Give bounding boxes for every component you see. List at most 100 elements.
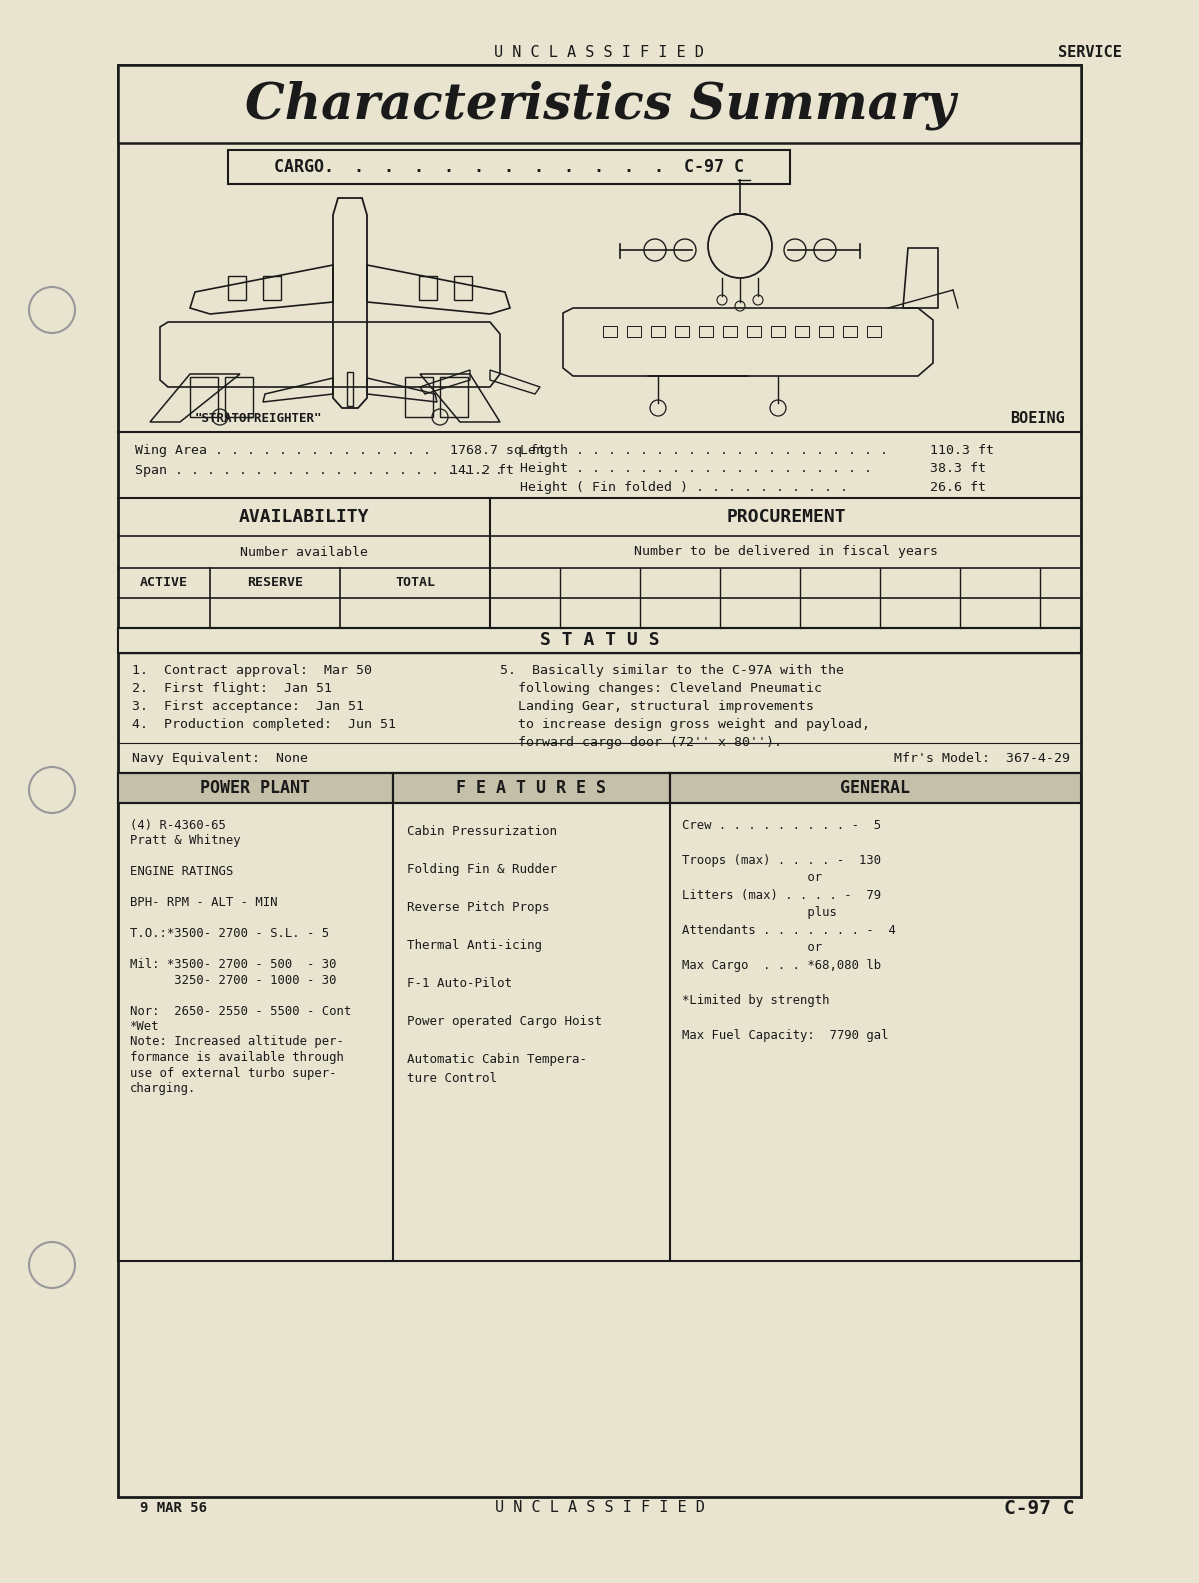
Text: Height . . . . . . . . . . . . . . . . . . .: Height . . . . . . . . . . . . . . . . .…	[520, 462, 872, 475]
Text: BOEING: BOEING	[1011, 410, 1065, 426]
Text: 1768.7 sq ft: 1768.7 sq ft	[450, 443, 546, 456]
Circle shape	[29, 768, 76, 814]
Text: 1.  Contract approval:  Mar 50: 1. Contract approval: Mar 50	[132, 663, 372, 676]
Text: Power operated Cargo Hoist: Power operated Cargo Hoist	[406, 1015, 602, 1027]
Bar	[225, 377, 253, 416]
Text: U N C L A S S I F I E D: U N C L A S S I F I E D	[494, 44, 704, 60]
Text: 3250- 2700 - 1000 - 30: 3250- 2700 - 1000 - 30	[129, 974, 337, 986]
Text: 2.  First flight:  Jan 51: 2. First flight: Jan 51	[132, 682, 332, 695]
Bar	[699, 326, 713, 337]
Text: Folding Fin & Rudder: Folding Fin & Rudder	[406, 863, 558, 875]
Text: Reverse Pitch Props: Reverse Pitch Props	[406, 901, 549, 913]
Text: CARGO.  .  .  .  .  .  .  .  .  .  .  .  C-97 C: CARGO. . . . . . . . . . . . C-97 C	[275, 158, 745, 176]
Text: 9 MAR 56: 9 MAR 56	[140, 1501, 207, 1515]
Text: PROCUREMENT: PROCUREMENT	[727, 508, 845, 526]
Text: C-97 C: C-97 C	[1005, 1499, 1076, 1518]
Bar	[347, 372, 353, 405]
Text: Litters (max) . . . . -  79: Litters (max) . . . . - 79	[682, 888, 881, 901]
Bar	[747, 326, 761, 337]
Bar	[675, 326, 689, 337]
Text: Automatic Cabin Tempera-: Automatic Cabin Tempera-	[406, 1053, 588, 1065]
Text: *Wet: *Wet	[129, 1019, 159, 1034]
Bar	[418, 275, 436, 301]
Text: Cabin Pressurization: Cabin Pressurization	[406, 825, 558, 837]
Text: to increase design gross weight and payload,: to increase design gross weight and payl…	[518, 717, 870, 730]
Text: use of external turbo super-: use of external turbo super-	[129, 1067, 337, 1080]
Text: Mil: *3500- 2700 - 500  - 30: Mil: *3500- 2700 - 500 - 30	[129, 958, 337, 970]
Bar	[627, 326, 641, 337]
Text: or: or	[682, 871, 823, 883]
Text: ACTIVE: ACTIVE	[140, 576, 188, 589]
Bar	[228, 275, 246, 301]
Bar	[118, 773, 393, 803]
Bar	[723, 326, 737, 337]
Bar	[651, 326, 665, 337]
Text: Characteristics Summary: Characteristics Summary	[245, 81, 956, 130]
Text: Attendants . . . . . . . -  4: Attendants . . . . . . . - 4	[682, 923, 896, 937]
Text: or: or	[682, 940, 823, 955]
Text: POWER PLANT: POWER PLANT	[200, 779, 311, 796]
Text: *Limited by strength: *Limited by strength	[682, 994, 830, 1007]
Text: Number available: Number available	[240, 546, 368, 559]
Text: following changes: Cleveland Pneumatic: following changes: Cleveland Pneumatic	[518, 682, 823, 695]
Text: BPH- RPM - ALT - MIN: BPH- RPM - ALT - MIN	[129, 896, 277, 909]
Bar	[819, 326, 833, 337]
Bar	[263, 275, 281, 301]
Text: F-1 Auto-Pilot: F-1 Auto-Pilot	[406, 977, 512, 989]
Text: plus: plus	[682, 905, 837, 920]
Text: F E A T U R E S: F E A T U R E S	[457, 779, 607, 796]
Text: Note: Increased altitude per-: Note: Increased altitude per-	[129, 1035, 344, 1048]
Text: Troops (max) . . . . -  130: Troops (max) . . . . - 130	[682, 853, 881, 866]
Text: Nor:  2650- 2550 - 5500 - Cont: Nor: 2650- 2550 - 5500 - Cont	[129, 1005, 351, 1018]
Text: ture Control: ture Control	[406, 1072, 498, 1084]
Bar	[795, 326, 809, 337]
Bar	[228, 150, 790, 184]
Bar	[118, 773, 1081, 1262]
Circle shape	[29, 1243, 76, 1289]
Text: Landing Gear, structural improvements: Landing Gear, structural improvements	[518, 700, 814, 712]
Text: Span . . . . . . . . . . . . . . . . . . . . .: Span . . . . . . . . . . . . . . . . . .…	[135, 464, 504, 476]
Text: Max Cargo  . . . *68,080 lb: Max Cargo . . . *68,080 lb	[682, 958, 881, 972]
Text: Number to be delivered in fiscal years: Number to be delivered in fiscal years	[634, 546, 938, 559]
Text: 141.2 ft: 141.2 ft	[450, 464, 514, 476]
Bar	[405, 377, 433, 416]
Bar	[118, 628, 1081, 654]
Bar	[118, 65, 1081, 1498]
Text: Max Fuel Capacity:  7790 gal: Max Fuel Capacity: 7790 gal	[682, 1029, 888, 1042]
Bar	[843, 326, 857, 337]
Text: 110.3 ft: 110.3 ft	[930, 443, 994, 456]
Text: Pratt & Whitney: Pratt & Whitney	[129, 834, 241, 847]
Text: 26.6 ft: 26.6 ft	[930, 481, 986, 494]
Bar	[771, 326, 785, 337]
Text: Crew . . . . . . . . . -  5: Crew . . . . . . . . . - 5	[682, 818, 881, 831]
Bar	[118, 65, 1081, 142]
Text: (4) R-4360-65: (4) R-4360-65	[129, 818, 225, 831]
Text: 3.  First acceptance:  Jan 51: 3. First acceptance: Jan 51	[132, 700, 364, 712]
Text: TOTAL: TOTAL	[394, 576, 435, 589]
Text: 38.3 ft: 38.3 ft	[930, 462, 986, 475]
Circle shape	[29, 287, 76, 332]
Text: forward cargo door (72'' x 80'').: forward cargo door (72'' x 80'').	[518, 736, 782, 749]
Text: SERVICE: SERVICE	[1058, 44, 1122, 60]
Text: S T A T U S: S T A T U S	[541, 632, 659, 649]
Text: Height ( Fin folded ) . . . . . . . . . .: Height ( Fin folded ) . . . . . . . . . …	[520, 481, 848, 494]
Text: U N C L A S S I F I E D: U N C L A S S I F I E D	[495, 1501, 705, 1515]
Text: RESERVE: RESERVE	[247, 576, 303, 589]
Text: AVAILABILITY: AVAILABILITY	[239, 508, 369, 526]
Bar	[440, 377, 468, 416]
Text: Thermal Anti-icing: Thermal Anti-icing	[406, 939, 542, 951]
Text: Wing Area . . . . . . . . . . . . . .: Wing Area . . . . . . . . . . . . . .	[135, 443, 430, 456]
Bar	[603, 326, 617, 337]
Bar	[393, 773, 670, 803]
Bar	[454, 275, 472, 301]
Text: 5.  Basically similar to the C-97A with the: 5. Basically similar to the C-97A with t…	[500, 663, 844, 676]
Text: formance is available through: formance is available through	[129, 1051, 344, 1064]
Bar	[867, 326, 881, 337]
Text: 4.  Production completed:  Jun 51: 4. Production completed: Jun 51	[132, 717, 396, 730]
Text: "STRATOFREIGHTER": "STRATOFREIGHTER"	[195, 412, 323, 424]
Bar	[670, 773, 1081, 803]
Text: T.O.:*3500- 2700 - S.L. - 5: T.O.:*3500- 2700 - S.L. - 5	[129, 928, 329, 940]
Text: Navy Equivalent:  None: Navy Equivalent: None	[132, 752, 308, 765]
Text: Mfr's Model:  367-4-29: Mfr's Model: 367-4-29	[894, 752, 1070, 765]
Text: Length . . . . . . . . . . . . . . . . . . . .: Length . . . . . . . . . . . . . . . . .…	[520, 443, 888, 456]
